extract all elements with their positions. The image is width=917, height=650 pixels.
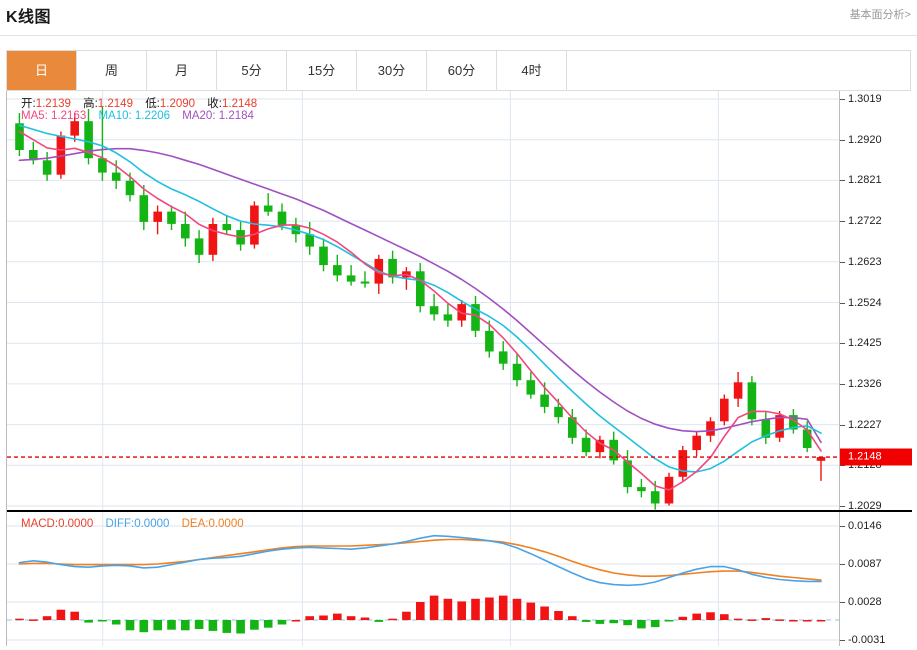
price-axis-tick [840, 261, 845, 263]
macd-legend: MACD:0.0000 DIFF:0.0000 DEA:0.0000 [21, 518, 253, 530]
price-axis-tick [840, 180, 845, 182]
timeframe-tab-3[interactable]: 5分 [217, 51, 287, 90]
timeframe-tab-1[interactable]: 周 [77, 51, 147, 90]
diff-value: 0.0000 [134, 518, 170, 530]
header-divider [0, 35, 917, 36]
timeframe-tab-7[interactable]: 4时 [497, 51, 567, 90]
ohlc-legend: 开:1.2139 高:1.2149 低:1.2090 收:1.2148 [21, 95, 266, 111]
close-value: 1.2148 [221, 98, 258, 110]
price-axis-label: 1.2920 [848, 133, 882, 146]
timeframe-tab-5[interactable]: 30分 [357, 51, 427, 90]
price-axis-label: 1.2425 [848, 337, 882, 350]
price-axis-tick [840, 302, 845, 304]
price-axis-tick [840, 465, 845, 467]
macd-axis-label: 0.0146 [848, 520, 882, 532]
price-axis: 1.3019 1.2920 1.2821 1.2722 1.2623 1.2524 1.24… [839, 91, 912, 510]
macd-axis-label: 0.0087 [848, 558, 882, 570]
price-axis-label: 1.2227 [848, 418, 882, 431]
dea-label: DEA: [181, 518, 209, 530]
price-axis-label: 1.2722 [848, 215, 882, 228]
price-axis-tick [840, 343, 845, 345]
open-value: 1.2139 [35, 98, 71, 110]
open-label: 开: [21, 98, 36, 110]
tabbar-filler [567, 51, 911, 90]
ma20-label: MA20: [182, 110, 216, 122]
macd-axis-tick [840, 640, 845, 641]
macd-pane: 0.0146 0.0087 0.0028 -0.0031 MACD:0.0000 DI… [7, 512, 912, 646]
macd-axis-tick [840, 526, 845, 527]
price-pane: 1.3019 1.2920 1.2821 1.2722 1.2623 1.2524 1.24… [7, 91, 912, 512]
macd-axis-tick [840, 602, 845, 603]
macd-value: 0.0000 [58, 518, 94, 530]
price-axis-tick [840, 221, 845, 223]
close-label: 收: [207, 98, 222, 110]
price-axis-tick [840, 139, 845, 141]
macd-axis-tick [840, 564, 845, 565]
price-axis-tick [840, 383, 845, 385]
ma10-value: 1.2206 [134, 110, 171, 122]
price-axis-label: 1.2029 [848, 500, 882, 512]
timeframe-tab-0[interactable]: 日 [7, 51, 77, 90]
low-value: 1.2090 [159, 98, 196, 110]
ma20-value: 1.2184 [218, 110, 254, 122]
macd-axis-label: -0.0031 [848, 634, 886, 646]
high-label: 高: [83, 98, 98, 110]
macd-axis-label: 0.0028 [848, 596, 882, 608]
timeframe-tab-4[interactable]: 15分 [287, 51, 357, 90]
price-axis-label: 1.2326 [848, 377, 882, 390]
macd-label: MACD: [21, 518, 59, 530]
price-axis-tick [840, 424, 845, 426]
ma10-label: MA10: [98, 110, 132, 122]
price-axis-label: 1.2623 [848, 255, 882, 268]
page-title: K线图 [6, 9, 52, 26]
macd-plot[interactable] [7, 512, 839, 646]
fundamental-analysis-link[interactable]: 基本面分析> [849, 9, 911, 21]
timeframe-tab-2[interactable]: 月 [147, 51, 217, 90]
macd-axis: 0.0146 0.0087 0.0028 -0.0031 [839, 512, 912, 646]
price-axis-label: 1.2524 [848, 296, 882, 309]
ma5-label: MA5: [21, 110, 48, 122]
page-header: K线图 基本面分析> [0, 0, 917, 36]
timeframe-tab-6[interactable]: 60分 [427, 51, 497, 90]
price-axis-tick [840, 99, 845, 100]
price-axis-tick [840, 506, 845, 507]
ma5-value: 1.2163 [51, 110, 87, 122]
low-label: 低: [145, 98, 160, 110]
high-value: 1.2149 [97, 98, 133, 110]
chart-container: 1.3019 1.2920 1.2821 1.2722 1.2623 1.2524 1.24… [6, 91, 912, 646]
timeframe-tabbar: 日周月 5分 15分 30分 60分 4时 [6, 50, 911, 91]
price-axis-label: 1.2821 [848, 174, 882, 187]
dea-value: 0.0000 [208, 518, 244, 530]
current-price-badge: 1.2148 [840, 448, 912, 466]
ma-legend: MA5: 1.2163 MA10: 1.2206 MA20: 1.2184 [21, 110, 263, 122]
diff-label: DIFF: [105, 518, 135, 530]
price-plot[interactable] [7, 91, 839, 510]
price-axis-label: 1.3019 [848, 93, 882, 105]
